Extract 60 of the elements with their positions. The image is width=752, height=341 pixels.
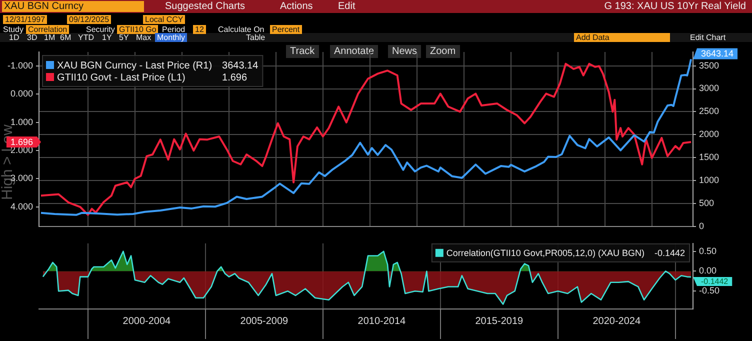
y-tick-label: 1.000	[10, 116, 33, 127]
x-tick-label: 2010-2014	[358, 316, 406, 327]
y2-tick-label: 3500	[699, 60, 720, 70]
text: Suggested Charts	[165, 1, 246, 12]
text: Local CCY	[143, 15, 186, 24]
text: YTD	[78, 33, 94, 42]
text: Add Data	[574, 33, 670, 42]
text: Study	[3, 25, 24, 34]
text: Actions	[280, 1, 313, 12]
x-tick-label: 2000-2004	[122, 316, 172, 327]
text: Percent	[270, 25, 302, 34]
y2-tick-label: 500	[699, 198, 714, 208]
text: Edit	[338, 1, 356, 12]
y2-tick-label: 1500	[699, 152, 720, 162]
text: Edit Chart	[690, 33, 726, 42]
text: Correlation	[26, 25, 70, 34]
x-tick-label: 2015-2019	[475, 316, 524, 327]
y2-tick-label: 2000	[699, 129, 720, 140]
text: Period	[162, 25, 186, 34]
text: 1M	[44, 33, 56, 42]
y2-tick-label: 0.00	[699, 266, 717, 276]
text: 09/12/2025	[67, 15, 112, 24]
legend-label: GTII10 Govt - Last Price (L1)	[57, 72, 186, 84]
x-tick-label: 2020-2024	[592, 316, 641, 327]
text: 6M	[60, 33, 72, 42]
y2-tick-label: 3000	[699, 83, 720, 94]
data-label: 3643.14	[701, 48, 734, 59]
text: Monthly	[155, 33, 188, 42]
y2-tick-label: 0	[699, 221, 704, 232]
annotation: News	[388, 45, 422, 58]
text: 1D	[9, 33, 20, 42]
annotation: 1.696	[222, 72, 248, 84]
annotation: Zoom	[426, 45, 460, 58]
x-tick-label: 2005-2009	[240, 316, 289, 327]
text: 12/31/1997	[3, 15, 48, 24]
y2-tick-label: -0.50	[699, 286, 720, 296]
text: 12	[193, 25, 206, 34]
y-tick-label: 4.000	[10, 201, 33, 212]
text: Max	[136, 33, 152, 42]
chart-subtitle: G 193: XAU US 10Yr Real Yield	[604, 1, 746, 12]
y-tick-label: -1.000	[7, 60, 33, 71]
text: -0.1442	[654, 248, 686, 258]
text: Table	[246, 33, 266, 42]
text: 5Y	[119, 33, 129, 42]
chart-title: XAU BGN Curncy	[2, 1, 144, 12]
text: 1Y	[102, 33, 112, 42]
text: Calculate On	[218, 25, 264, 34]
y2-tick-label: 1000	[699, 175, 720, 186]
data-label: -0.1442	[701, 277, 729, 286]
text: GTII10 Go	[117, 25, 158, 34]
y2-tick-label: 2500	[699, 106, 720, 116]
text: Security	[86, 25, 115, 34]
y2-tick-label: 0.50	[699, 246, 717, 256]
y-tick-label: 0.000	[10, 88, 33, 99]
annotation: Annotate	[330, 45, 378, 58]
legend-label: Correlation(GTII10 Govt,PR005,12,0) (XAU BGN)	[446, 248, 644, 258]
annotation: Track	[286, 45, 319, 58]
text: 3D	[27, 33, 38, 42]
text: 3643.14	[222, 60, 258, 72]
legend-label: XAU BGN Curncy - Last Price (R1)	[57, 60, 212, 72]
